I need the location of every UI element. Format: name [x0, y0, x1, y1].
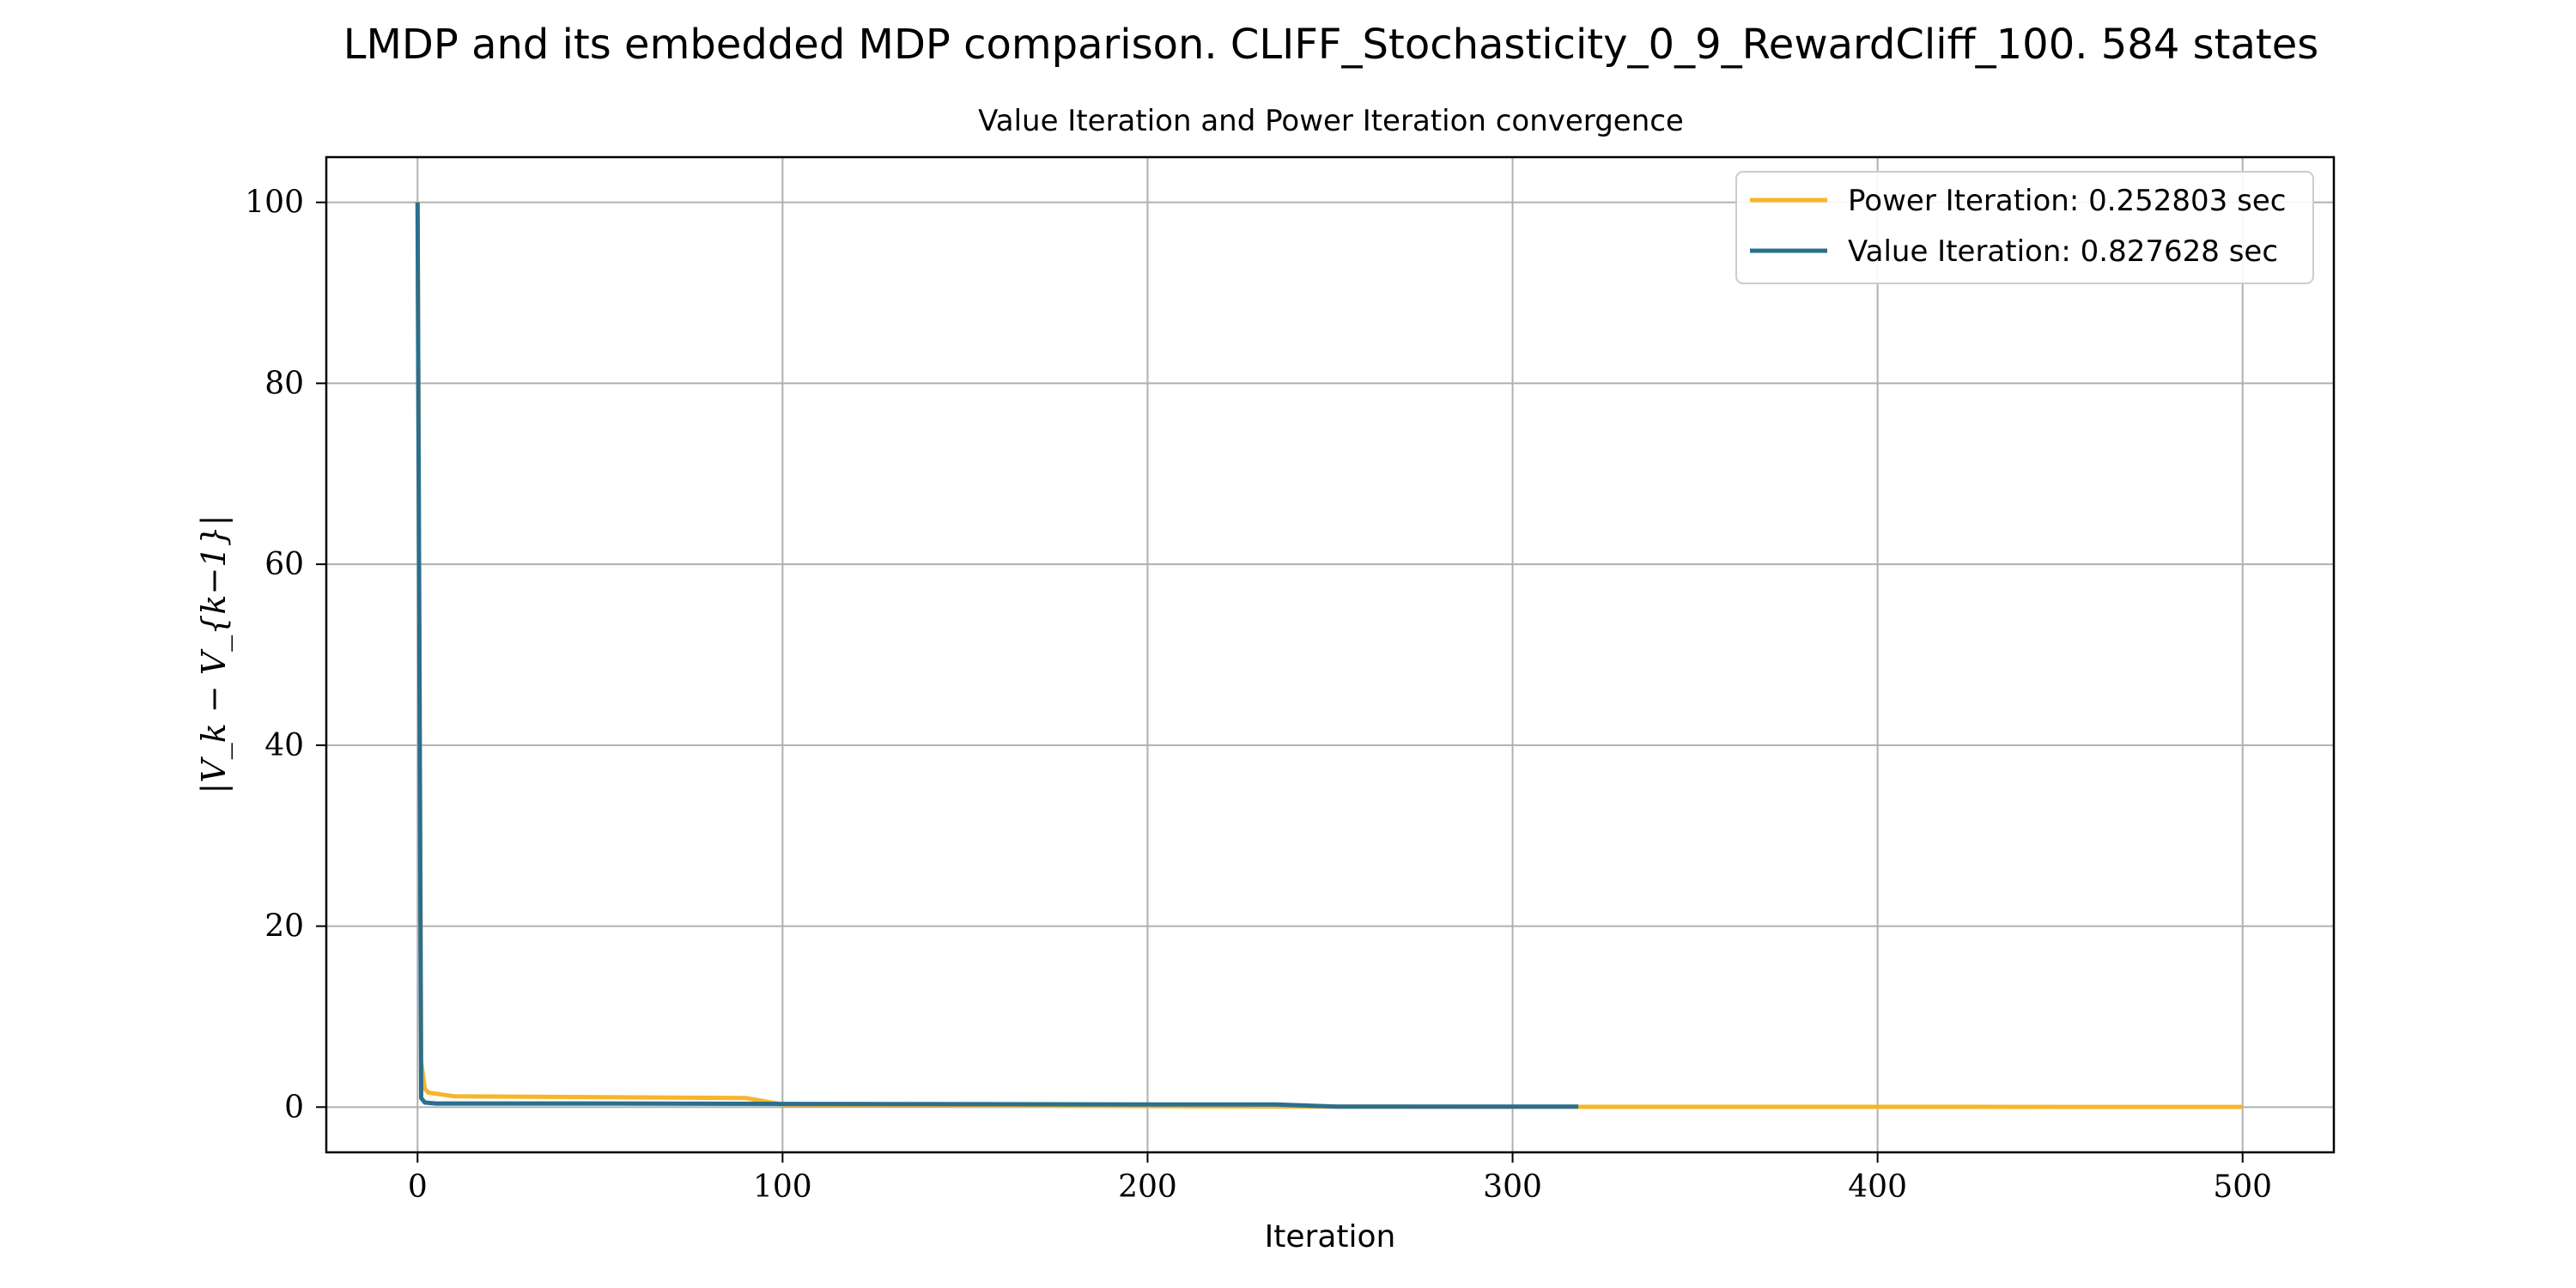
x-tick-label: 400 — [1848, 1170, 1907, 1205]
x-tick-label: 200 — [1118, 1170, 1177, 1205]
x-tick-label: 100 — [753, 1170, 812, 1205]
y-tick-label: 40 — [264, 728, 304, 763]
series-line-value-iteration — [415, 202, 1579, 1109]
x-axis-ticks: 0 100 200 300 400 500 — [408, 1152, 2272, 1205]
legend-box — [1735, 171, 2314, 284]
chart-title: Value Iteration and Power Iteration conv… — [978, 104, 1684, 138]
x-tick-label: 300 — [1483, 1170, 1542, 1205]
y-tick-label: 80 — [264, 366, 304, 401]
y-tick-label: 100 — [245, 185, 304, 221]
plot-area-frame — [325, 155, 2336, 1154]
legend: Power Iteration: 0.252803 sec Value Iter… — [1735, 171, 2314, 284]
y-tick-label: 60 — [264, 547, 304, 582]
x-tick-label: 0 — [408, 1170, 428, 1205]
y-axis-ticks: 0 20 40 60 80 100 — [245, 185, 326, 1125]
x-tick-label: 500 — [2213, 1170, 2272, 1205]
y-tick-label: 20 — [264, 909, 304, 945]
legend-label-power-iteration: Power Iteration: 0.252803 sec — [1848, 184, 2286, 218]
y-tick-label: 0 — [284, 1090, 304, 1125]
series-lines — [415, 202, 2243, 1109]
x-axis-label: Iteration — [1265, 1219, 1396, 1255]
figure-suptitle: LMDP and its embedded MDP comparison. CL… — [343, 21, 2318, 69]
legend-label-value-iteration: Value Iteration: 0.827628 sec — [1848, 234, 2278, 269]
y-axis-label: |V_k − V_{k−1}| — [195, 515, 234, 794]
